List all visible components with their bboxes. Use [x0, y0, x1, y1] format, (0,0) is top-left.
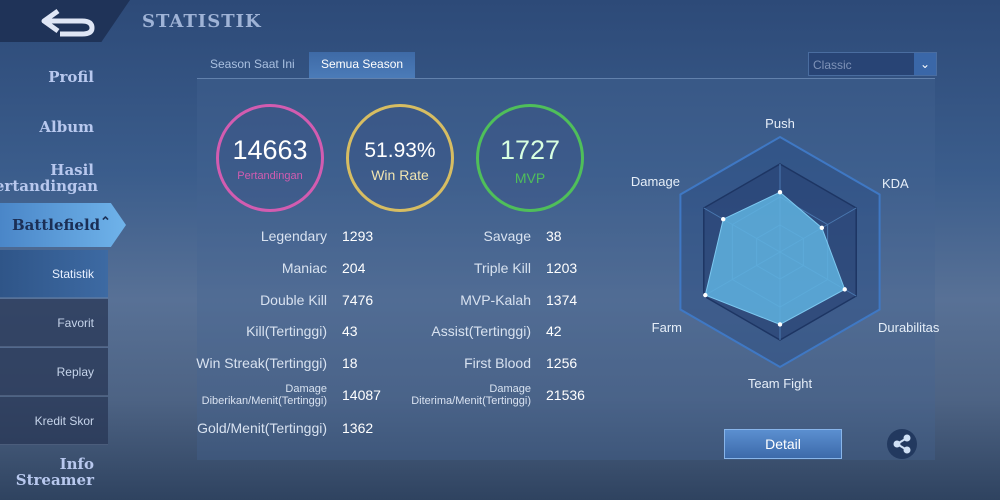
stat-value: 1374: [546, 292, 578, 308]
sidebar-item-hasil-pertandingan[interactable]: Hasil Pertandingan: [0, 161, 99, 195]
stat-value: 14087: [342, 387, 381, 403]
sidebar-item-album[interactable]: Album: [39, 118, 94, 136]
radar-point: [703, 292, 708, 298]
subitem-favorit[interactable]: Favorit: [0, 299, 108, 347]
stat-value: 38: [546, 228, 562, 244]
stat-label: Legendary: [260, 228, 327, 244]
stat-label: Triple Kill: [473, 260, 531, 276]
stat-label: First Blood: [464, 355, 531, 371]
sidebar-item-battlefield[interactable]: Battlefield ⌃: [0, 203, 126, 247]
stat-value: 18: [342, 355, 358, 371]
stat-label: Gold/Menit(Tertinggi): [197, 420, 327, 436]
summary-value: 51.93%: [364, 139, 436, 162]
tab-season-saat-ini[interactable]: Season Saat Ini: [210, 57, 295, 71]
stat-value: 43: [342, 323, 358, 339]
summary-label: MVP: [514, 170, 546, 186]
radar-chart: Push KDA Durabilitas Team Fight Farm Damage: [631, 116, 940, 391]
tab-semua-season[interactable]: Semua Season: [309, 52, 416, 78]
stat-label: MVP-Kalah: [460, 292, 531, 308]
share-icon[interactable]: [887, 429, 917, 459]
radar-point: [819, 225, 825, 231]
sidebar-item-info-streamer[interactable]: Info Streamer: [15, 455, 94, 489]
stat-label: Win Streak(Tertinggi): [196, 355, 327, 371]
stat-label: Savage: [483, 228, 531, 244]
radar-axis-label: Durabilitas: [878, 320, 940, 335]
battlefield-label: Battlefield: [12, 216, 101, 234]
stat-value: 42: [546, 323, 562, 339]
summary-circle: 1727 MVP: [476, 104, 584, 212]
stat-value: 1362: [342, 420, 374, 436]
stat-label: Assist(Tertinggi): [431, 323, 531, 339]
detail-button[interactable]: Detail: [724, 429, 842, 459]
radar-axis-label: Team Fight: [748, 376, 813, 391]
chevron-down-icon[interactable]: ⌄: [914, 53, 936, 75]
page-title: STATISTIK: [142, 11, 262, 32]
chevron-up-icon: ⌃: [100, 215, 111, 230]
stat-label: Double Kill: [260, 292, 327, 308]
radar-point: [721, 217, 726, 222]
subitem-replay[interactable]: Replay: [0, 348, 108, 396]
stat-value: 1293: [342, 228, 374, 244]
summary-label: Win Rate: [371, 167, 429, 183]
summary-label: Pertandingan: [237, 170, 303, 182]
radar-point: [777, 322, 783, 327]
stat-label: Damage Diberikan/Menit(Tertinggi): [201, 383, 327, 407]
mode-select-value: Classic: [813, 58, 852, 72]
subitem-statistik[interactable]: Statistik: [0, 250, 108, 298]
subitem-kredit-skor[interactable]: Kredit Skor: [0, 397, 108, 445]
summary-value: 1727: [499, 135, 561, 165]
back-arrow-icon[interactable]: [38, 6, 98, 38]
radar-point: [777, 190, 783, 195]
summary-circle: 14663 Pertandingan: [216, 104, 324, 212]
stat-label: Maniac: [281, 260, 327, 276]
summary-circle: 51.93% Win Rate: [346, 104, 454, 212]
stat-label: Damage Diterima/Menit(Tertinggi): [411, 383, 531, 407]
mode-select[interactable]: Classic ⌄: [808, 52, 937, 76]
stat-value: 204: [342, 260, 366, 276]
radar-axis-label: KDA: [882, 176, 909, 191]
radar-axis-label: Push: [765, 116, 795, 131]
stat-value: 21536: [546, 387, 585, 403]
stat-label: Kill(Tertinggi): [246, 323, 327, 339]
radar-axis-label: Damage: [631, 174, 680, 189]
sidebar-item-profil[interactable]: Profil: [48, 68, 94, 86]
stat-value: 7476: [342, 292, 374, 308]
radar-point: [842, 287, 847, 292]
summary-value: 14663: [232, 135, 308, 165]
radar-axis-label: Farm: [652, 320, 682, 335]
stat-value: 1203: [546, 260, 578, 276]
stat-value: 1256: [546, 355, 578, 371]
